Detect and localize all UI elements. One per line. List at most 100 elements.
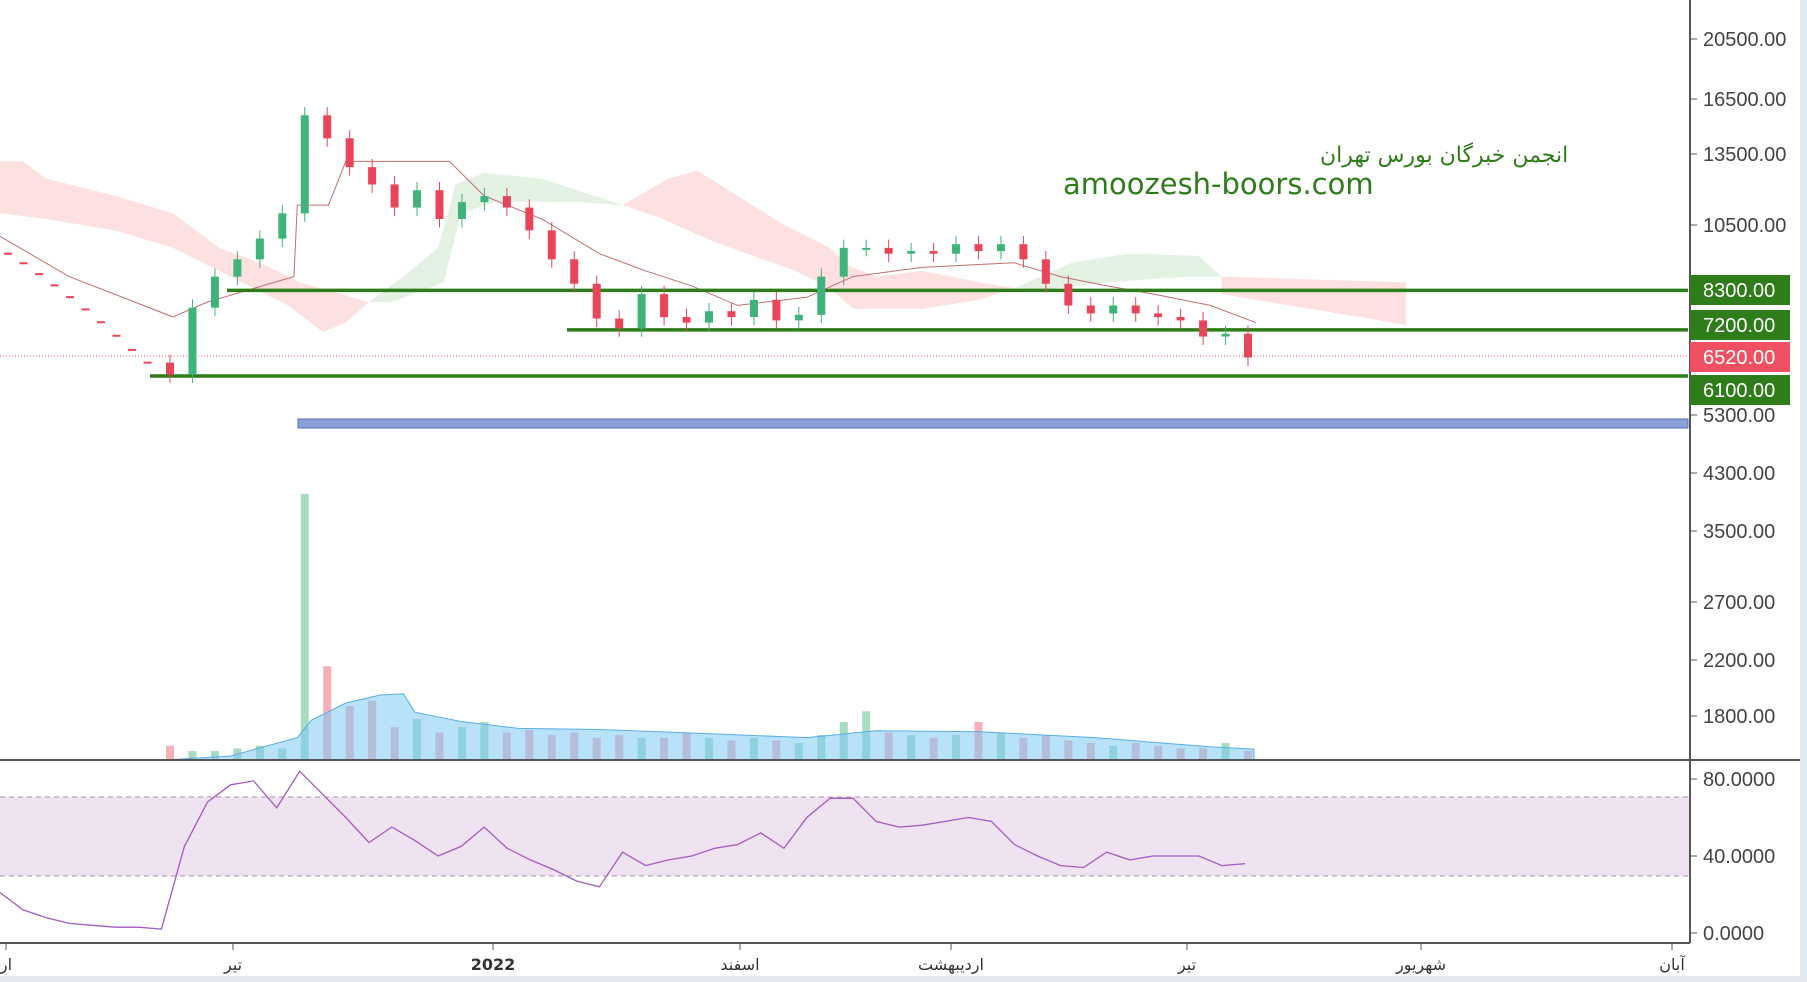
rsi-line xyxy=(0,770,1246,930)
time-tick-label: اردیبهشت xyxy=(918,955,984,975)
candle xyxy=(592,283,601,319)
candle xyxy=(112,334,121,337)
price-tag xyxy=(1690,375,1790,405)
time-tick-label: اسفند xyxy=(720,955,759,974)
candle xyxy=(615,318,624,329)
rsi-tick-label: 40.0000 xyxy=(1703,846,1775,868)
candle xyxy=(1221,333,1230,337)
candle xyxy=(705,311,713,323)
time-tick-label: تیر xyxy=(223,955,242,975)
candle xyxy=(143,361,152,364)
price-tick-label: 2700.00 xyxy=(1703,592,1775,614)
price-tag-label: 6520.00 xyxy=(1703,347,1775,369)
candle xyxy=(1199,320,1208,337)
cloud-segment xyxy=(1221,276,1407,325)
volume-ma-area xyxy=(172,693,1255,760)
volume-bar xyxy=(188,751,197,759)
price-tick-label: 10500.00 xyxy=(1703,215,1786,237)
price-tags: 8300.00 7200.00 6520.00 6100.00 xyxy=(1690,275,1790,405)
volume-bar xyxy=(210,751,219,759)
candle xyxy=(637,294,646,329)
candle xyxy=(368,167,377,185)
price-tag-label: 6100.00 xyxy=(1703,380,1775,402)
price-tag xyxy=(1690,275,1790,305)
candle xyxy=(97,321,105,324)
watermark-line2: amoozesh-boors.com xyxy=(1063,167,1374,201)
price-tick-label: 16500.00 xyxy=(1703,89,1786,111)
candle xyxy=(525,207,534,231)
scrollbar-right[interactable] xyxy=(1800,0,1807,982)
watermark-line1: انجمن خبرگان بورس تهران xyxy=(1320,142,1568,168)
candle xyxy=(1109,305,1118,314)
candle xyxy=(300,115,309,214)
candle xyxy=(35,273,43,276)
time-tick-label: تیر xyxy=(1177,955,1196,975)
candle xyxy=(1154,313,1163,318)
candle xyxy=(547,230,556,260)
rsi-band xyxy=(0,797,1690,876)
price-tick-label: 4300.00 xyxy=(1703,463,1775,485)
time-tick-label: ار xyxy=(0,955,12,975)
candle xyxy=(233,259,242,277)
candle xyxy=(862,247,871,250)
price-axis[interactable]: 20500.00 16500.00 13500.00 10500.00 5300.00 4… xyxy=(1690,29,1786,728)
candle xyxy=(1176,317,1185,321)
candle xyxy=(255,238,264,260)
price-tag-label: 8300.00 xyxy=(1703,280,1775,302)
price-tag xyxy=(1690,342,1790,372)
time-tick-label: 2022 xyxy=(471,955,516,974)
time-tick-label: شهریور xyxy=(1395,955,1446,975)
candle xyxy=(794,314,803,321)
price-tag-label: 7200.00 xyxy=(1703,315,1775,337)
candle xyxy=(1041,259,1050,284)
candle xyxy=(4,252,12,255)
candle xyxy=(1131,305,1140,314)
support-resistance-lines[interactable] xyxy=(150,288,1688,378)
candle xyxy=(1064,283,1073,306)
cloud-segment xyxy=(368,172,623,302)
candle xyxy=(772,299,781,321)
price-tag xyxy=(1690,310,1790,340)
cloud-segment xyxy=(0,161,369,332)
candle xyxy=(210,276,219,308)
candle xyxy=(570,259,579,284)
price-zone-rect[interactable] xyxy=(297,418,1689,429)
candle xyxy=(1244,333,1252,358)
candle xyxy=(345,138,354,168)
candles xyxy=(4,107,1252,384)
candle xyxy=(727,311,736,318)
candle xyxy=(278,213,287,239)
price-tick-label: 2200.00 xyxy=(1703,650,1775,672)
candle xyxy=(660,294,669,318)
candle xyxy=(413,190,422,208)
candle xyxy=(952,244,961,254)
candle xyxy=(66,296,74,299)
price-tick-label: 1800.00 xyxy=(1703,706,1775,728)
scrollbar-bottom[interactable] xyxy=(0,976,1807,982)
price-tick-label: 3500.00 xyxy=(1703,521,1775,543)
candle xyxy=(974,244,983,252)
candle xyxy=(1019,244,1028,260)
time-axis[interactable]: ار تیر 2022 اسفند اردیبهشت تیر شهریور آبان xyxy=(0,943,1686,975)
candle xyxy=(817,276,826,315)
candle xyxy=(907,251,916,254)
candle xyxy=(323,115,332,139)
candle xyxy=(50,284,59,287)
candle xyxy=(1086,305,1095,314)
cloud-segment xyxy=(622,170,1015,309)
candle xyxy=(502,196,511,208)
candle xyxy=(390,184,399,208)
candle xyxy=(19,262,28,265)
candle xyxy=(929,251,938,254)
candle xyxy=(435,190,444,219)
rsi-tick-label: 80.0000 xyxy=(1703,769,1775,791)
candle xyxy=(682,317,691,323)
rsi-axis[interactable]: 80.0000 40.0000 0.0000 xyxy=(1690,769,1775,945)
watermark: انجمن خبرگان بورس تهران amoozesh-boors.c… xyxy=(1063,142,1568,201)
volume-bar xyxy=(300,494,309,759)
cloud-segment xyxy=(1014,253,1222,291)
candle xyxy=(996,244,1005,252)
candle xyxy=(166,362,174,375)
candle xyxy=(128,348,136,351)
